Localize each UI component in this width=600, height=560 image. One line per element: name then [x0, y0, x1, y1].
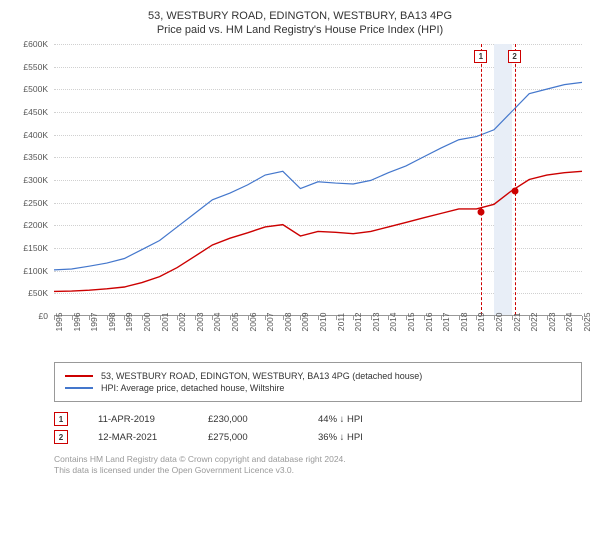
x-tick-label: 2000 [142, 313, 152, 332]
x-tick-label: 2022 [529, 313, 539, 332]
x-tick-label: 1998 [107, 313, 117, 332]
legend-swatch-property [65, 375, 93, 377]
x-tick-label: 1996 [72, 313, 82, 332]
x-tick-label: 2017 [441, 313, 451, 332]
footer-attribution: Contains HM Land Registry data © Crown c… [54, 454, 582, 476]
line-series-svg [54, 44, 582, 315]
row-price: £230,000 [208, 414, 288, 425]
x-tick-label: 2002 [177, 313, 187, 332]
row-date: 12-MAR-2021 [98, 432, 178, 443]
marker-box-1: 1 [54, 412, 68, 426]
x-tick-label: 2023 [547, 313, 557, 332]
x-tick-label: 2016 [424, 313, 434, 332]
x-tick-label: 2025 [582, 313, 592, 332]
plot-region: 12 [54, 44, 582, 316]
y-tick-label: £50K [28, 288, 48, 298]
x-tick-label: 2024 [564, 313, 574, 332]
y-tick-label: £500K [23, 84, 48, 94]
legend: 53, WESTBURY ROAD, EDINGTON, WESTBURY, B… [54, 362, 582, 402]
x-tick-label: 1997 [89, 313, 99, 332]
y-tick-label: £200K [23, 220, 48, 230]
x-tick-label: 2019 [476, 313, 486, 332]
y-tick-label: £550K [23, 62, 48, 72]
y-tick-label: £350K [23, 152, 48, 162]
x-tick-label: 2012 [353, 313, 363, 332]
event-dot [478, 208, 485, 215]
y-tick-label: £450K [23, 107, 48, 117]
x-tick-label: 2009 [300, 313, 310, 332]
x-tick-label: 2006 [248, 313, 258, 332]
event-marker-label: 2 [508, 50, 521, 63]
x-axis: 1995 1996 1997 1998 1999 2000 2001 2002 2003 2004… [54, 316, 582, 354]
data-table: 1 11-APR-2019 £230,000 44% ↓ HPI 2 12-MA… [54, 412, 582, 444]
chart-area: £0£50K£100K£150K£200K£250K£300K£350K£400… [54, 44, 582, 354]
x-tick-label: 2001 [160, 313, 170, 332]
x-tick-label: 2021 [512, 313, 522, 332]
legend-swatch-hpi [65, 387, 93, 389]
x-tick-label: 1999 [124, 313, 134, 332]
row-delta: 36% ↓ HPI [318, 432, 398, 443]
series-line-property [54, 171, 582, 291]
y-axis: £0£50K£100K£150K£200K£250K£300K£350K£400… [16, 44, 52, 316]
legend-label-hpi: HPI: Average price, detached house, Wilt… [101, 383, 284, 393]
marker-box-2: 2 [54, 430, 68, 444]
row-delta: 44% ↓ HPI [318, 414, 398, 425]
event-marker-label: 1 [474, 50, 487, 63]
x-tick-label: 2020 [494, 313, 504, 332]
y-tick-label: £0 [39, 311, 48, 321]
y-tick-label: £250K [23, 198, 48, 208]
x-tick-label: 2003 [195, 313, 205, 332]
event-line [481, 44, 482, 315]
y-tick-label: £300K [23, 175, 48, 185]
y-tick-label: £600K [23, 39, 48, 49]
event-dot [512, 188, 519, 195]
x-tick-label: 2010 [318, 313, 328, 332]
y-tick-label: £400K [23, 130, 48, 140]
row-date: 11-APR-2019 [98, 414, 178, 425]
chart-title-line1: 53, WESTBURY ROAD, EDINGTON, WESTBURY, B… [18, 10, 582, 22]
footer-line1: Contains HM Land Registry data © Crown c… [54, 454, 582, 465]
x-tick-label: 2015 [406, 313, 416, 332]
table-row: 2 12-MAR-2021 £275,000 36% ↓ HPI [54, 430, 582, 444]
y-tick-label: £100K [23, 266, 48, 276]
chart-title-block: 53, WESTBURY ROAD, EDINGTON, WESTBURY, B… [18, 10, 582, 36]
chart-title-line2: Price paid vs. HM Land Registry's House … [18, 24, 582, 36]
marker-number: 2 [59, 433, 63, 442]
x-tick-label: 2018 [459, 313, 469, 332]
footer-line2: This data is licensed under the Open Gov… [54, 465, 582, 476]
x-tick-label: 2013 [371, 313, 381, 332]
x-tick-label: 2007 [265, 313, 275, 332]
marker-number: 1 [59, 415, 63, 424]
x-tick-label: 2005 [230, 313, 240, 332]
series-line-hpi [54, 82, 582, 270]
y-tick-label: £150K [23, 243, 48, 253]
legend-item-hpi: HPI: Average price, detached house, Wilt… [65, 383, 571, 393]
event-line [515, 44, 516, 315]
x-tick-label: 2014 [388, 313, 398, 332]
table-row: 1 11-APR-2019 £230,000 44% ↓ HPI [54, 412, 582, 426]
row-price: £275,000 [208, 432, 288, 443]
x-tick-label: 2008 [283, 313, 293, 332]
x-tick-label: 2011 [336, 313, 346, 331]
x-tick-label: 1995 [54, 313, 64, 332]
legend-item-property: 53, WESTBURY ROAD, EDINGTON, WESTBURY, B… [65, 371, 571, 381]
legend-label-property: 53, WESTBURY ROAD, EDINGTON, WESTBURY, B… [101, 371, 422, 381]
x-tick-label: 2004 [212, 313, 222, 332]
